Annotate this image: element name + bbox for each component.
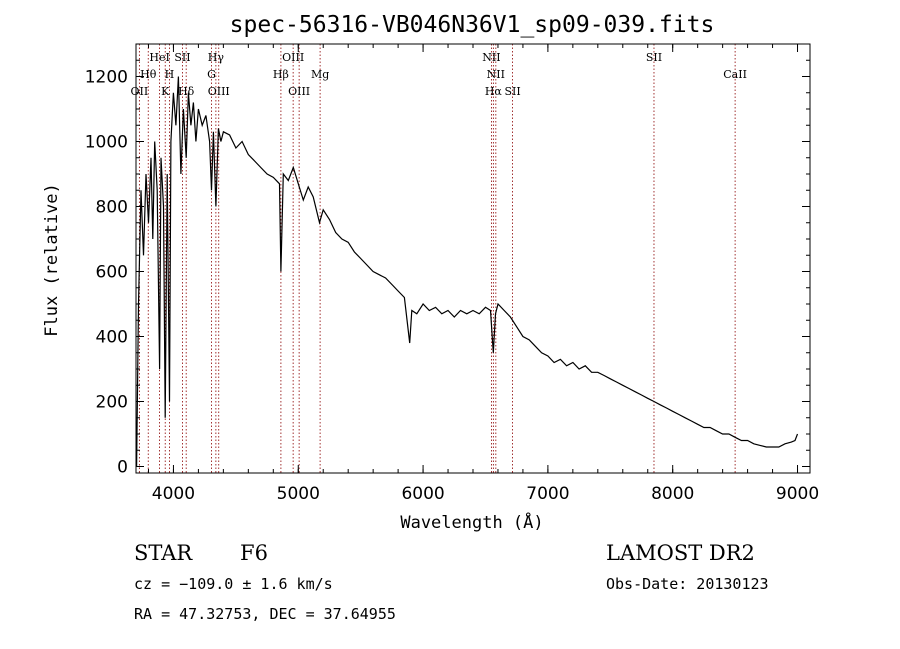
plot-frame (135, 43, 811, 474)
y-tick-label: 0 (117, 458, 128, 478)
y-tick-label: 200 (96, 393, 128, 413)
line-marker-label: SII (174, 51, 190, 64)
x-tick-label: 7000 (526, 484, 569, 504)
line-markers (138, 44, 736, 473)
line-marker-label: Hβ (273, 68, 289, 81)
line-marker-label: Hα (485, 85, 503, 98)
line-marker-label: K (161, 85, 170, 98)
spectral-subclass: F6 (240, 541, 268, 565)
line-marker-label: OIII (288, 85, 310, 98)
line-marker-label: CaII (723, 68, 747, 81)
line-marker-label: SII (504, 85, 520, 98)
y-axis-ticks: 0 200 400 600 800 1000 1200 (85, 43, 810, 478)
redshift-velocity: cz = −109.0 ± 1.6 km/s (134, 575, 333, 593)
line-marker-label: Hδ (178, 85, 195, 98)
y-tick-label: 1000 (85, 133, 128, 153)
line-marker-label: HeI (149, 51, 169, 64)
x-tick-label: 8000 (651, 484, 694, 504)
line-marker-label: Hθ (140, 68, 157, 81)
line-marker-label: OII (131, 85, 149, 98)
line-marker-label: OIII (282, 51, 304, 64)
line-marker-label: OIII (208, 85, 230, 98)
line-marker-labels: OIIHθHeIKHSIIHδHγGOIIIHβOIIIOIIIMgNIINII… (131, 51, 747, 98)
survey-name: LAMOST DR2 (606, 541, 755, 565)
line-marker-label: Hγ (208, 51, 225, 64)
x-tick-label: 9000 (776, 484, 819, 504)
chart-title: spec-56316-VB046N36V1_sp09-039.fits (230, 12, 715, 38)
x-tick-label: 4000 (152, 484, 195, 504)
line-marker-label: SII (646, 51, 662, 64)
line-marker-label: Mg (311, 68, 329, 81)
x-tick-label: 6000 (401, 484, 444, 504)
line-marker-label: NII (487, 68, 505, 81)
line-marker-label: G (207, 68, 216, 81)
y-tick-label: 1200 (85, 68, 128, 88)
y-tick-label: 600 (96, 263, 128, 283)
observation-date: Obs-Date: 20130123 (606, 575, 769, 593)
spectrum-line (136, 76, 799, 467)
x-tick-label: 5000 (277, 484, 320, 504)
y-axis-label: Flux (relative) (42, 183, 62, 337)
x-axis-ticks: 4000 5000 6000 7000 8000 9000 (147, 44, 819, 504)
line-marker-label: NII (482, 51, 500, 64)
y-tick-label: 400 (96, 328, 128, 348)
coordinates: RA = 47.32753, DEC = 37.64955 (134, 605, 396, 623)
object-class: STAR (134, 541, 193, 565)
y-tick-label: 800 (96, 198, 128, 218)
line-marker-label: H (165, 68, 175, 81)
x-axis-label: Wavelength (Å) (400, 511, 543, 533)
